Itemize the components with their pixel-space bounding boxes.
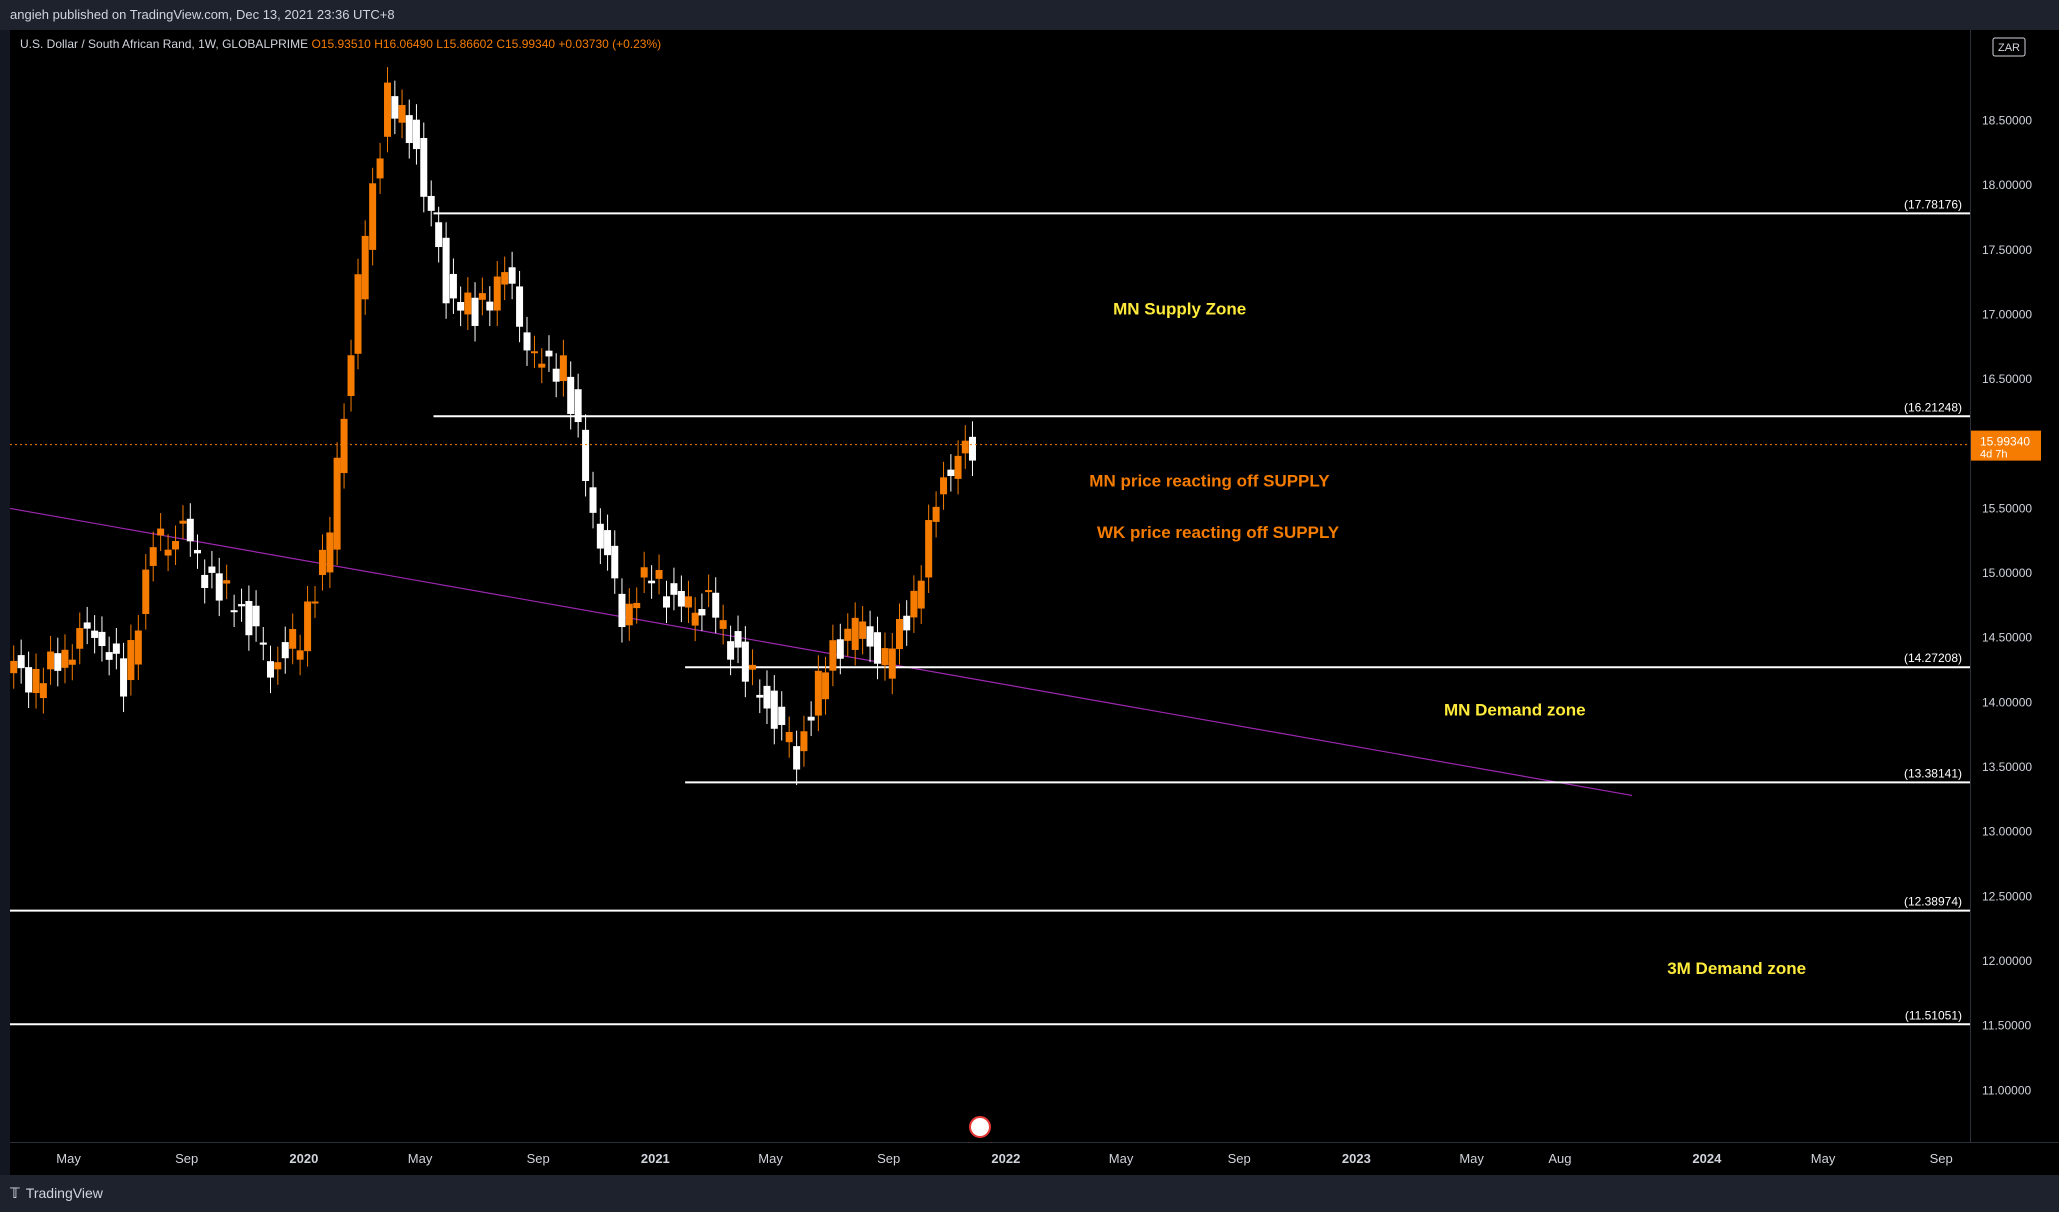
published-header: angieh published on TradingView.com, Dec… bbox=[0, 0, 2059, 30]
ohlc-open: O15.93510 bbox=[311, 37, 371, 51]
chart-area[interactable] bbox=[10, 30, 1970, 1142]
ohlc-high: H16.06490 bbox=[374, 37, 433, 51]
footer-brand: TradingView bbox=[25, 1185, 103, 1201]
symbol-title: U.S. Dollar / South African Rand, 1W, GL… bbox=[20, 37, 309, 51]
chart-legend: U.S. Dollar / South African Rand, 1W, GL… bbox=[20, 37, 661, 51]
tradingview-logo-icon: 𝕋 bbox=[10, 1185, 20, 1201]
price-scale[interactable] bbox=[1970, 30, 2059, 1142]
footer: 𝕋 TradingView bbox=[0, 1175, 2059, 1212]
ohlc-close: C15.99340 bbox=[496, 37, 556, 51]
ohlc-low: L15.86602 bbox=[436, 37, 493, 51]
published-text: angieh published on TradingView.com, Dec… bbox=[10, 7, 395, 22]
ohlc-change: +0.03730 (+0.23%) bbox=[558, 37, 662, 51]
time-scale[interactable] bbox=[10, 1142, 2059, 1175]
